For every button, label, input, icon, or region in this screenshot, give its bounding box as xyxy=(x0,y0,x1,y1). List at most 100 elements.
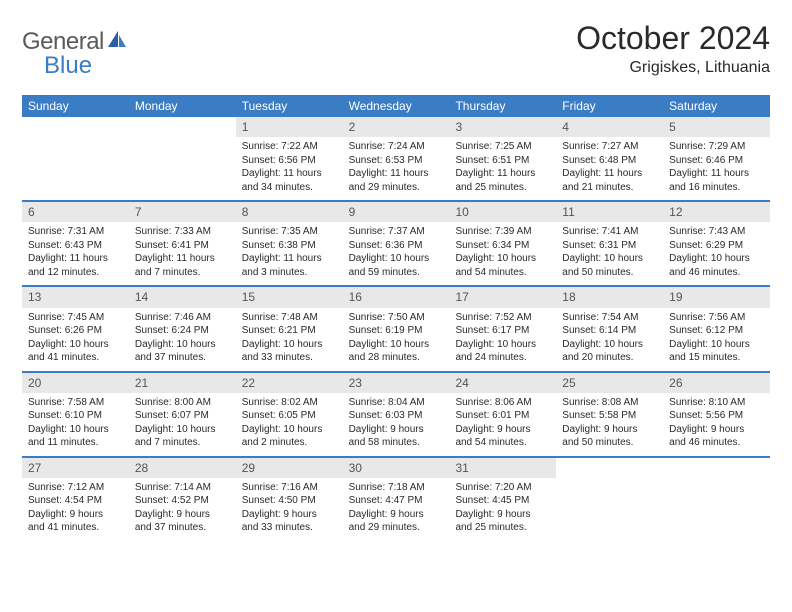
sunset-text: Sunset: 6:36 PM xyxy=(349,239,444,253)
calendar-cell: 13Sunrise: 7:45 AMSunset: 6:26 PMDayligh… xyxy=(22,287,129,370)
sunset-text: Sunset: 6:46 PM xyxy=(669,154,764,168)
cell-body: Sunrise: 7:16 AMSunset: 4:50 PMDaylight:… xyxy=(236,478,343,541)
cell-body: Sunrise: 7:18 AMSunset: 4:47 PMDaylight:… xyxy=(343,478,450,541)
daylight-text-2: and 59 minutes. xyxy=(349,266,444,280)
cell-body: Sunrise: 7:48 AMSunset: 6:21 PMDaylight:… xyxy=(236,308,343,371)
daylight-text: Daylight: 10 hours xyxy=(135,338,230,352)
sunrise-text: Sunrise: 7:25 AM xyxy=(455,140,550,154)
daylight-text: Daylight: 10 hours xyxy=(669,252,764,266)
daylight-text-2: and 29 minutes. xyxy=(349,521,444,535)
day-number: 25 xyxy=(556,373,663,393)
calendar-cell: 15Sunrise: 7:48 AMSunset: 6:21 PMDayligh… xyxy=(236,287,343,370)
day-header: Monday xyxy=(129,95,236,117)
cell-body: Sunrise: 8:08 AMSunset: 5:58 PMDaylight:… xyxy=(556,393,663,456)
day-number: 11 xyxy=(556,202,663,222)
daylight-text: Daylight: 10 hours xyxy=(28,423,123,437)
daylight-text-2: and 50 minutes. xyxy=(562,266,657,280)
day-number: 24 xyxy=(449,373,556,393)
day-number: 14 xyxy=(129,287,236,307)
calendar-cell: . xyxy=(22,117,129,200)
sunset-text: Sunset: 6:48 PM xyxy=(562,154,657,168)
daylight-text: Daylight: 9 hours xyxy=(455,508,550,522)
daylight-text: Daylight: 10 hours xyxy=(349,252,444,266)
daylight-text: Daylight: 11 hours xyxy=(669,167,764,181)
day-number: 18 xyxy=(556,287,663,307)
week-row: ..1Sunrise: 7:22 AMSunset: 6:56 PMDaylig… xyxy=(22,117,770,202)
cell-body: Sunrise: 7:56 AMSunset: 6:12 PMDaylight:… xyxy=(663,308,770,371)
sunrise-text: Sunrise: 8:10 AM xyxy=(669,396,764,410)
sunrise-text: Sunrise: 7:14 AM xyxy=(135,481,230,495)
daylight-text-2: and 33 minutes. xyxy=(242,351,337,365)
daylight-text: Daylight: 10 hours xyxy=(562,338,657,352)
daylight-text-2: and 37 minutes. xyxy=(135,521,230,535)
calendar-cell: 17Sunrise: 7:52 AMSunset: 6:17 PMDayligh… xyxy=(449,287,556,370)
sunrise-text: Sunrise: 7:12 AM xyxy=(28,481,123,495)
week-row: 6Sunrise: 7:31 AMSunset: 6:43 PMDaylight… xyxy=(22,202,770,287)
daylight-text: Daylight: 10 hours xyxy=(669,338,764,352)
calendar-cell: 22Sunrise: 8:02 AMSunset: 6:05 PMDayligh… xyxy=(236,373,343,456)
cell-body: Sunrise: 8:00 AMSunset: 6:07 PMDaylight:… xyxy=(129,393,236,456)
sunrise-text: Sunrise: 7:58 AM xyxy=(28,396,123,410)
daylight-text-2: and 50 minutes. xyxy=(562,436,657,450)
day-number: 12 xyxy=(663,202,770,222)
daylight-text: Daylight: 10 hours xyxy=(455,338,550,352)
sunrise-text: Sunrise: 7:54 AM xyxy=(562,311,657,325)
calendar-cell: 19Sunrise: 7:56 AMSunset: 6:12 PMDayligh… xyxy=(663,287,770,370)
sunset-text: Sunset: 6:24 PM xyxy=(135,324,230,338)
sunrise-text: Sunrise: 7:24 AM xyxy=(349,140,444,154)
cell-body: Sunrise: 7:39 AMSunset: 6:34 PMDaylight:… xyxy=(449,222,556,285)
day-number: 20 xyxy=(22,373,129,393)
day-number: 3 xyxy=(449,117,556,137)
daylight-text-2: and 21 minutes. xyxy=(562,181,657,195)
day-header: Tuesday xyxy=(236,95,343,117)
cell-body: Sunrise: 7:41 AMSunset: 6:31 PMDaylight:… xyxy=(556,222,663,285)
cell-body: Sunrise: 7:25 AMSunset: 6:51 PMDaylight:… xyxy=(449,137,556,200)
sunrise-text: Sunrise: 8:00 AM xyxy=(135,396,230,410)
cell-body: Sunrise: 7:31 AMSunset: 6:43 PMDaylight:… xyxy=(22,222,129,285)
calendar-cell: 11Sunrise: 7:41 AMSunset: 6:31 PMDayligh… xyxy=(556,202,663,285)
sail-icon xyxy=(106,29,128,56)
sunset-text: Sunset: 6:12 PM xyxy=(669,324,764,338)
sunrise-text: Sunrise: 7:39 AM xyxy=(455,225,550,239)
daylight-text-2: and 54 minutes. xyxy=(455,436,550,450)
daylight-text-2: and 28 minutes. xyxy=(349,351,444,365)
daylight-text: Daylight: 11 hours xyxy=(135,252,230,266)
sunrise-text: Sunrise: 7:52 AM xyxy=(455,311,550,325)
daylight-text: Daylight: 9 hours xyxy=(455,423,550,437)
calendar-cell: 25Sunrise: 8:08 AMSunset: 5:58 PMDayligh… xyxy=(556,373,663,456)
daylight-text: Daylight: 11 hours xyxy=(242,167,337,181)
calendar-cell: 31Sunrise: 7:20 AMSunset: 4:45 PMDayligh… xyxy=(449,458,556,541)
daylight-text: Daylight: 9 hours xyxy=(349,508,444,522)
daylight-text-2: and 12 minutes. xyxy=(28,266,123,280)
sunset-text: Sunset: 6:38 PM xyxy=(242,239,337,253)
calendar-cell: 24Sunrise: 8:06 AMSunset: 6:01 PMDayligh… xyxy=(449,373,556,456)
sunrise-text: Sunrise: 7:22 AM xyxy=(242,140,337,154)
cell-body: Sunrise: 7:52 AMSunset: 6:17 PMDaylight:… xyxy=(449,308,556,371)
calendar-cell: 9Sunrise: 7:37 AMSunset: 6:36 PMDaylight… xyxy=(343,202,450,285)
cell-body: Sunrise: 7:22 AMSunset: 6:56 PMDaylight:… xyxy=(236,137,343,200)
sunrise-text: Sunrise: 7:16 AM xyxy=(242,481,337,495)
calendar-cell: 30Sunrise: 7:18 AMSunset: 4:47 PMDayligh… xyxy=(343,458,450,541)
day-number: 29 xyxy=(236,458,343,478)
sunrise-text: Sunrise: 7:45 AM xyxy=(28,311,123,325)
daylight-text-2: and 41 minutes. xyxy=(28,521,123,535)
daylight-text-2: and 37 minutes. xyxy=(135,351,230,365)
sunrise-text: Sunrise: 7:41 AM xyxy=(562,225,657,239)
logo-text-blue: Blue xyxy=(44,52,92,79)
day-number: 16 xyxy=(343,287,450,307)
sunset-text: Sunset: 4:50 PM xyxy=(242,494,337,508)
sunrise-text: Sunrise: 7:56 AM xyxy=(669,311,764,325)
week-row: 20Sunrise: 7:58 AMSunset: 6:10 PMDayligh… xyxy=(22,373,770,458)
sunset-text: Sunset: 6:10 PM xyxy=(28,409,123,423)
daylight-text: Daylight: 10 hours xyxy=(135,423,230,437)
daylight-text: Daylight: 9 hours xyxy=(28,508,123,522)
weeks-container: ..1Sunrise: 7:22 AMSunset: 6:56 PMDaylig… xyxy=(22,117,770,541)
calendar-cell: 27Sunrise: 7:12 AMSunset: 4:54 PMDayligh… xyxy=(22,458,129,541)
sunset-text: Sunset: 4:45 PM xyxy=(455,494,550,508)
cell-body: Sunrise: 8:04 AMSunset: 6:03 PMDaylight:… xyxy=(343,393,450,456)
day-number: 1 xyxy=(236,117,343,137)
sunrise-text: Sunrise: 7:33 AM xyxy=(135,225,230,239)
daylight-text-2: and 3 minutes. xyxy=(242,266,337,280)
daylight-text-2: and 29 minutes. xyxy=(349,181,444,195)
cell-body: Sunrise: 7:46 AMSunset: 6:24 PMDaylight:… xyxy=(129,308,236,371)
